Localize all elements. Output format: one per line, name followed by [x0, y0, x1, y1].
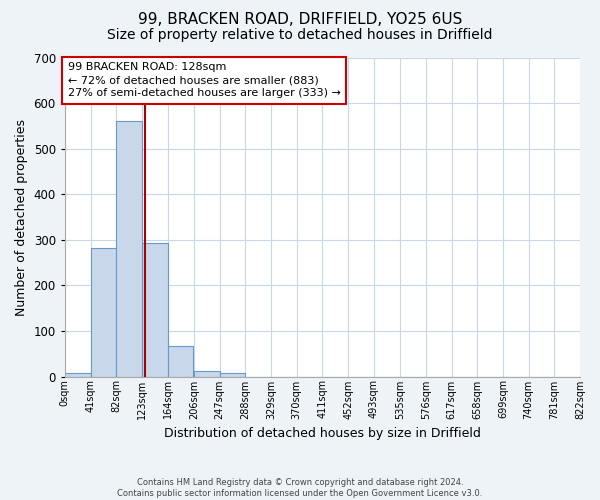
- Bar: [116, 122, 142, 376]
- Bar: [65, 374, 91, 376]
- Bar: [220, 373, 245, 376]
- X-axis label: Distribution of detached houses by size in Driffield: Distribution of detached houses by size …: [164, 427, 481, 440]
- Bar: [91, 248, 116, 376]
- Y-axis label: Number of detached properties: Number of detached properties: [15, 118, 28, 316]
- Bar: [194, 370, 220, 376]
- Text: Size of property relative to detached houses in Driffield: Size of property relative to detached ho…: [107, 28, 493, 42]
- Text: 99, BRACKEN ROAD, DRIFFIELD, YO25 6US: 99, BRACKEN ROAD, DRIFFIELD, YO25 6US: [138, 12, 462, 28]
- Bar: [167, 346, 193, 376]
- Text: 99 BRACKEN ROAD: 128sqm
← 72% of detached houses are smaller (883)
27% of semi-d: 99 BRACKEN ROAD: 128sqm ← 72% of detache…: [68, 62, 341, 98]
- Text: Contains HM Land Registry data © Crown copyright and database right 2024.
Contai: Contains HM Land Registry data © Crown c…: [118, 478, 482, 498]
- Bar: [142, 243, 167, 376]
